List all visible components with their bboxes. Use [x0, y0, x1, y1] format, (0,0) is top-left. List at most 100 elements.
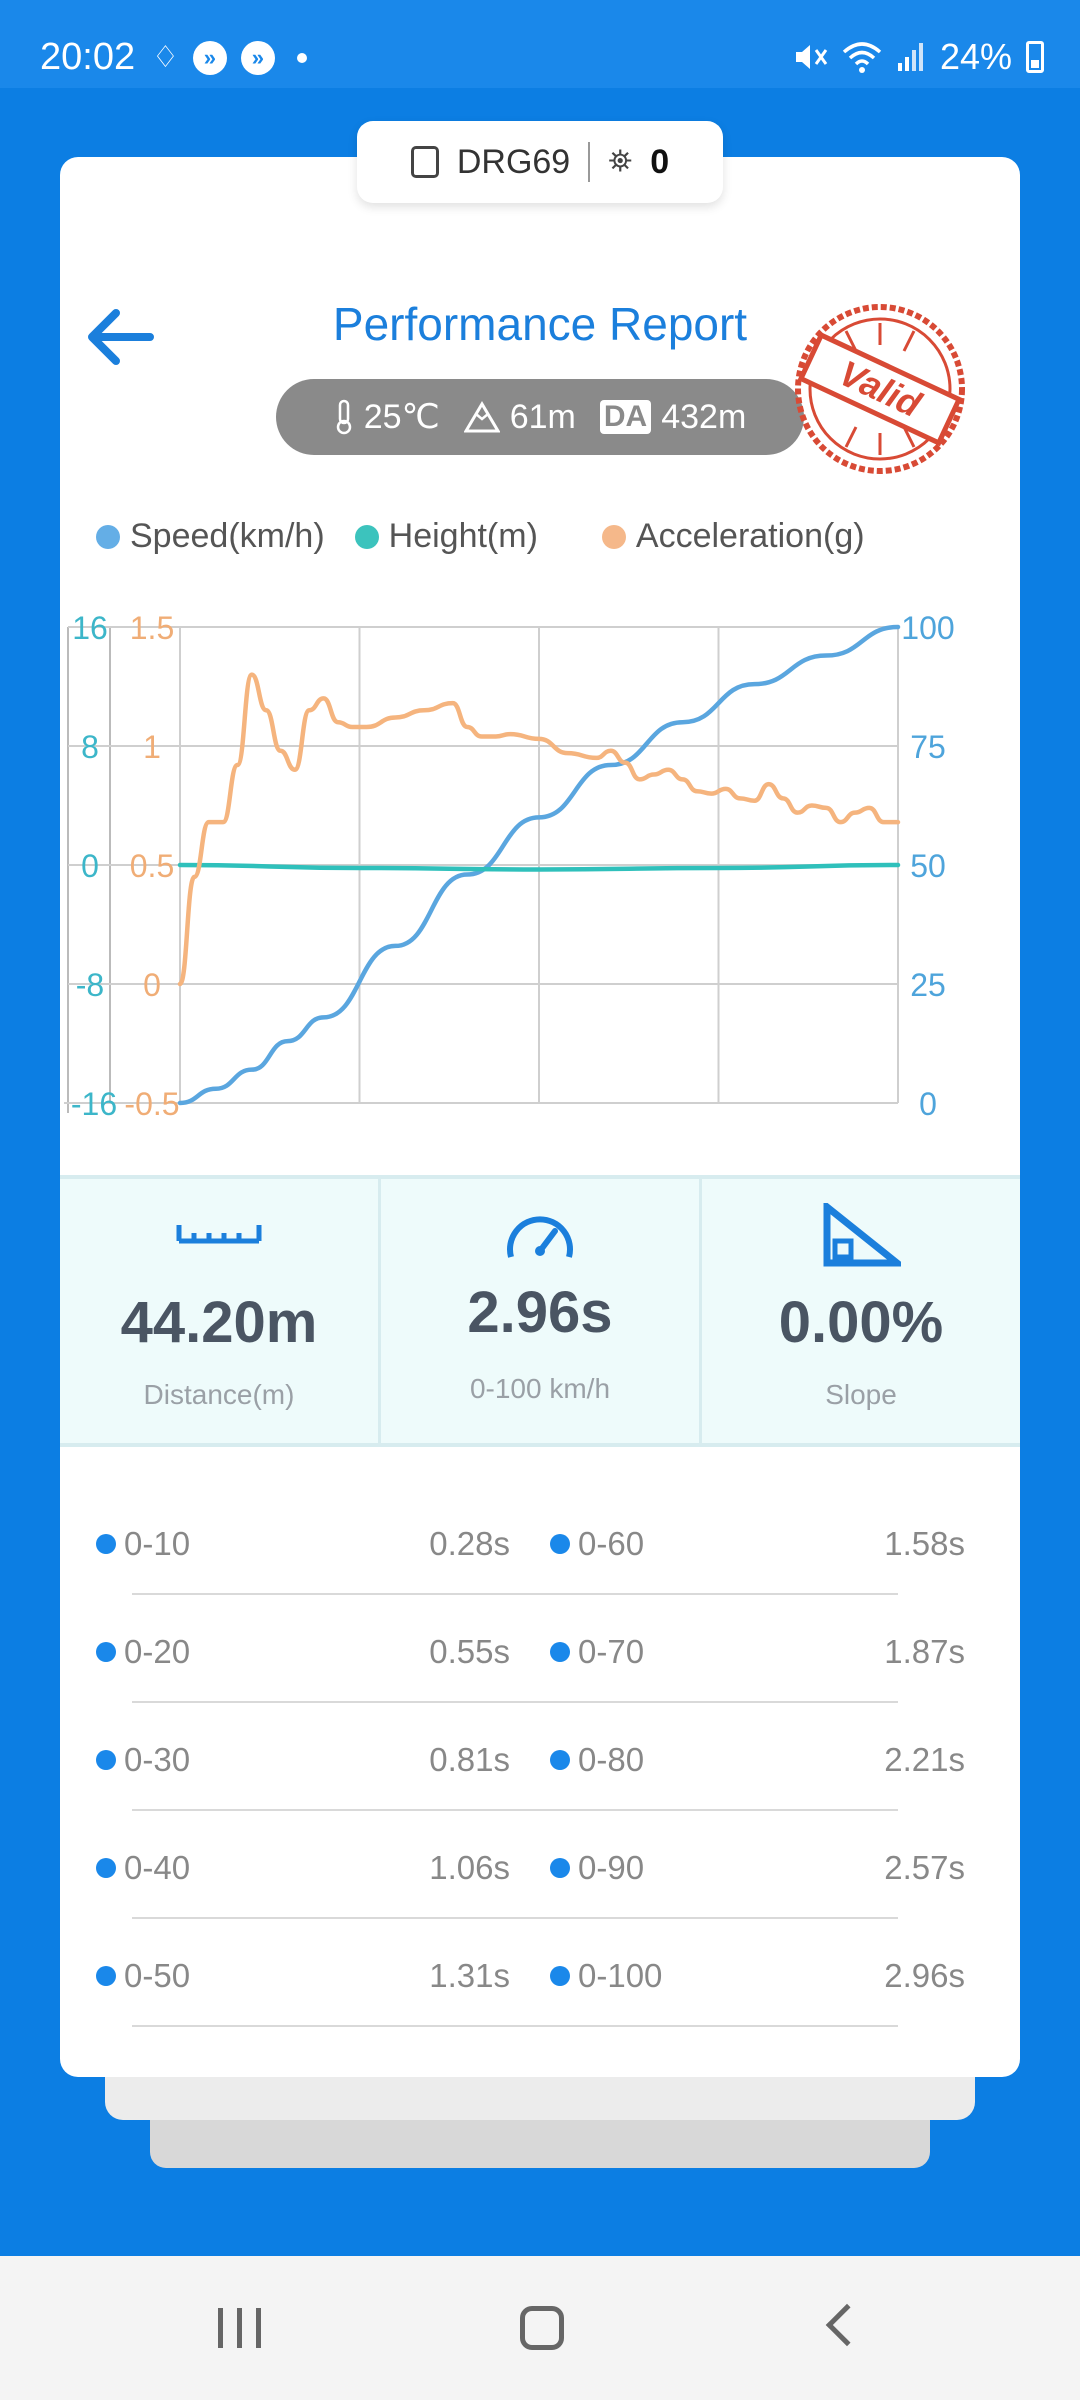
bullet-dot: [96, 1858, 116, 1878]
split-label: 0-80: [578, 1741, 645, 1778]
split-time: 2.21s: [884, 1741, 965, 1778]
phone-icon: [410, 146, 439, 178]
bullet-dot: [550, 1642, 570, 1662]
split-right: 0-80: [550, 1741, 644, 1779]
split-right: 0-60: [550, 1525, 644, 1563]
notification-app-icon: ♢: [152, 41, 179, 74]
split-time: 0.81s: [429, 1741, 510, 1778]
mountain-icon: [463, 401, 500, 433]
valid-stamp: Valid: [795, 304, 965, 474]
split-label: 0-70: [578, 1633, 645, 1670]
tick-label-acceleration: 0: [143, 967, 161, 1003]
tick-label-acceleration: 1.5: [130, 610, 174, 646]
tick-label-acceleration: -0.5: [124, 1086, 179, 1122]
notification-icon: »: [192, 40, 227, 75]
status-time: 20:02: [40, 36, 136, 78]
split-left: 0-20: [96, 1633, 190, 1671]
split-right: 0-100: [550, 1957, 662, 1995]
list-item: 0-40 1.06s 0-90 2.57s: [60, 1811, 1020, 1919]
divider: [132, 1701, 898, 1703]
bullet-dot: [550, 1858, 570, 1878]
notification-icons: ♢ » »: [152, 40, 307, 75]
bullet-dot: [550, 1750, 570, 1770]
stat-value: 44.20m: [120, 1290, 318, 1355]
split-label: 0-60: [578, 1525, 645, 1562]
bullet-dot: [96, 1534, 116, 1554]
conditions-pill: 25℃ 61m DA 432m: [276, 379, 804, 455]
status-bar: 20:02 ♢ » » 24%: [0, 0, 1080, 88]
legend-acceleration: Acceleration(g): [601, 517, 865, 556]
stat-label: Distance(m): [143, 1379, 295, 1410]
tick-label-height: 16: [72, 610, 108, 646]
speedometer-icon: [507, 1216, 573, 1258]
tick-label-speed: 50: [910, 848, 946, 884]
thermometer-icon: [336, 399, 351, 435]
navigation-bar: [0, 2256, 1080, 2400]
legend-dot: [354, 524, 379, 549]
battery-percent: 24%: [939, 36, 1012, 77]
tick-label-height: 8: [81, 729, 99, 765]
density-altitude: DA 432m: [599, 397, 747, 437]
bullet-dot: [550, 1966, 570, 1986]
stat-zero-to-100: 2.96s 0-100 km/h: [381, 1179, 702, 1443]
split-right: 0-70: [550, 1633, 644, 1671]
stat-label: 0-100 km/h: [469, 1373, 611, 1404]
list-item: 0-50 1.31s 0-100 2.96s: [60, 1919, 1020, 2027]
stats-panel: 44.20m Distance(m) 2.96s 0-100 km/h 0.00…: [60, 1175, 1020, 1447]
split-times-list: 0-10 0.28s 0-60 1.58s 0-20 0.55s 0-70 1.…: [60, 1487, 1020, 2027]
stat-value: 0.00%: [778, 1290, 944, 1355]
split-label: 0-30: [124, 1741, 191, 1778]
divider: [588, 142, 591, 182]
tick-label-height: -8: [76, 967, 104, 1003]
satellite-icon: ⛯: [608, 145, 633, 178]
tick-label-speed: 0: [919, 1086, 937, 1122]
tick-label-speed: 25: [910, 967, 946, 1003]
split-time: 2.96s: [884, 1957, 965, 1994]
split-left: 0-50: [96, 1957, 190, 1995]
tick-label-acceleration: 0.5: [130, 848, 174, 884]
legend-height: Height(m): [354, 517, 538, 556]
stat-slope: 0.00% Slope: [702, 1179, 1020, 1443]
home-icon[interactable]: [520, 2306, 564, 2350]
divider: [132, 1917, 898, 1919]
wifi-icon: [842, 42, 882, 73]
recent-apps-icon[interactable]: [218, 2308, 261, 2348]
divider: [132, 1593, 898, 1595]
split-label: 0-90: [578, 1849, 645, 1886]
density-altitude-value: 432m: [661, 397, 747, 436]
split-label: 0-100: [578, 1957, 663, 1994]
bullet-dot: [96, 1750, 116, 1770]
tick-label-speed: 100: [901, 610, 954, 646]
series-line-height-m-: [177, 862, 901, 872]
system-status: 24%: [792, 36, 1044, 78]
legend-dot: [96, 524, 120, 549]
split-label: 0-20: [124, 1633, 191, 1670]
back-arrow-icon[interactable]: [80, 297, 160, 377]
altitude-value: 61m: [509, 397, 576, 436]
divider: [132, 1809, 898, 1811]
legend-label: Height(m): [388, 517, 538, 555]
back-nav-icon[interactable]: [825, 2303, 869, 2347]
split-left: 0-30: [96, 1741, 190, 1779]
da-badge: DA: [599, 400, 652, 434]
bullet-dot: [550, 1534, 570, 1554]
battery-icon: [1026, 41, 1044, 73]
series-line-speed-km-h-: [177, 624, 901, 1106]
stat-label: Slope: [825, 1379, 897, 1410]
legend-dot: [601, 524, 626, 549]
split-time: 1.06s: [429, 1849, 510, 1886]
series-line-acceleration-g-: [177, 672, 901, 987]
split-right: 0-90: [550, 1849, 644, 1887]
divider: [132, 2025, 898, 2027]
temperature: 25℃: [334, 397, 440, 437]
legend-speed: Speed(km/h): [96, 517, 325, 556]
report-card: Performance Report 25℃ 61m DA 432m Valid…: [60, 157, 1020, 2077]
split-left: 0-10: [96, 1525, 190, 1563]
page-title: Performance Report: [332, 298, 748, 350]
device-tag: DRG69 ⛯ 0: [357, 121, 723, 203]
more-notifications-icon: [296, 52, 307, 63]
performance-chart: 16 8 0 -8 -16 1.5 1 0.5 0 -0.5 100 75 50 25 0: [64, 610, 955, 1122]
bullet-dot: [96, 1642, 116, 1662]
tick-label-height: -16: [71, 1086, 117, 1122]
list-item: 0-10 0.28s 0-60 1.58s: [60, 1487, 1020, 1595]
